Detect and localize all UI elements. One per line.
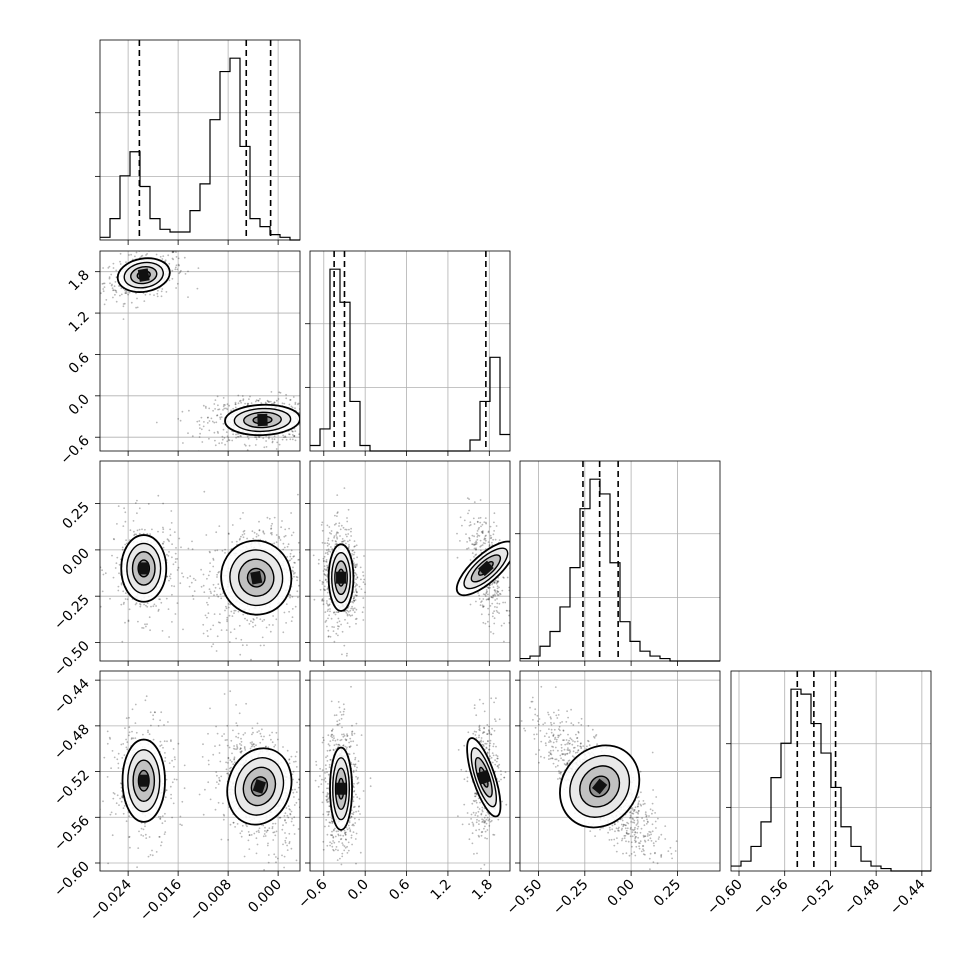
y-tick-label-p1: 0.0 xyxy=(66,391,93,418)
y-tick-label-p2: −0.50 xyxy=(51,638,93,680)
x-tick-label-p2: 0.25 xyxy=(651,877,684,910)
y-tick-label-p2: 0.00 xyxy=(59,545,92,578)
y-tick-label-p1: 1.2 xyxy=(66,309,93,336)
panel-frame xyxy=(309,670,511,872)
y-tick-label-p3: −0.56 xyxy=(51,813,93,855)
x-tick-label-p3: −0.52 xyxy=(796,877,838,919)
x-tick-label-p2: 0.00 xyxy=(605,877,638,910)
density-peak xyxy=(252,779,267,794)
hist-panel-2 xyxy=(515,460,721,666)
density-peak xyxy=(138,562,149,575)
x-tick-label-p3: −0.48 xyxy=(841,877,883,919)
y-tick-label-p3: −0.60 xyxy=(51,859,93,901)
x-tick-label-p3: −0.60 xyxy=(704,877,746,919)
panel-frame xyxy=(99,39,301,241)
density-peak xyxy=(138,774,149,787)
y-tick-label-p3: −0.44 xyxy=(51,676,93,718)
panel-frame xyxy=(99,460,301,662)
hist-panel-0 xyxy=(95,39,301,245)
density-panel-0-1 xyxy=(95,250,301,456)
density-peak xyxy=(137,268,150,282)
density-panel-0-3 xyxy=(95,670,301,876)
y-tick-label-p1: 0.6 xyxy=(66,350,93,377)
density-peak xyxy=(591,778,608,795)
panel-frame xyxy=(309,250,511,452)
x-tick-label-p0: −0.008 xyxy=(187,877,235,925)
density-panel-0-2 xyxy=(95,460,301,666)
density-peak xyxy=(250,570,263,585)
x-tick-label-p1: 1.2 xyxy=(428,877,455,904)
density-peak xyxy=(336,571,347,584)
x-tick-label-p1: 1.8 xyxy=(469,877,496,904)
hist-step-2 xyxy=(520,478,720,662)
y-tick-label-p3: −0.52 xyxy=(51,767,93,809)
x-tick-label-p2: −0.25 xyxy=(550,877,592,919)
y-tick-label-p2: 0.25 xyxy=(59,499,92,532)
y-tick-label-p1: 1.8 xyxy=(66,267,93,294)
panel-frame xyxy=(99,250,301,452)
panel-frame xyxy=(519,670,721,872)
x-tick-label-p1: −0.6 xyxy=(295,876,330,911)
hist-step-0 xyxy=(100,57,300,241)
density-peak xyxy=(478,560,494,577)
hist-step-3 xyxy=(731,688,931,872)
x-tick-label-p0: −0.024 xyxy=(87,876,135,924)
x-tick-label-p1: 0.6 xyxy=(386,876,413,903)
density-panel-1-2 xyxy=(305,460,511,666)
x-tick-label-p1: 0.0 xyxy=(345,877,372,904)
hist-panel-1 xyxy=(305,250,511,456)
y-tick-label-p1: −0.6 xyxy=(57,433,92,468)
x-tick-label-p0: 0.000 xyxy=(245,877,285,917)
x-tick-label-p0: −0.016 xyxy=(137,876,185,924)
density-peak xyxy=(477,770,491,785)
x-tick-label-p2: −0.50 xyxy=(504,877,546,919)
x-tick-label-p3: −0.44 xyxy=(887,876,929,918)
density-panel-1-3 xyxy=(305,670,511,876)
panel-frame xyxy=(519,460,721,662)
panel-frame xyxy=(309,460,511,662)
density-peak xyxy=(336,782,347,795)
density-peak xyxy=(257,413,268,427)
panel-frame xyxy=(99,670,301,872)
x-tick-label-p3: −0.56 xyxy=(750,876,792,918)
y-tick-label-p2: −0.25 xyxy=(51,592,93,634)
panel-frame xyxy=(730,670,932,872)
hist-panel-3 xyxy=(726,670,932,876)
y-tick-label-p3: −0.48 xyxy=(51,721,93,763)
density-panel-2-3 xyxy=(515,670,721,876)
